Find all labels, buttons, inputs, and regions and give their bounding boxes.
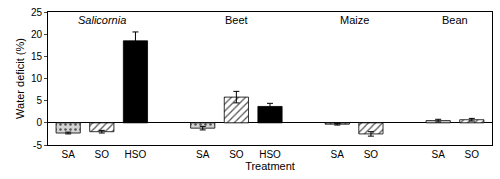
svg-text:20: 20 xyxy=(31,29,43,40)
svg-text:SA: SA xyxy=(432,149,446,160)
svg-text:Maize: Maize xyxy=(340,14,369,26)
svg-text:10: 10 xyxy=(31,73,43,84)
svg-text:SO: SO xyxy=(364,149,379,160)
svg-text:SA: SA xyxy=(196,149,210,160)
svg-text:-5: -5 xyxy=(33,140,42,151)
svg-text:HSO: HSO xyxy=(125,149,147,160)
svg-text:Salicornia: Salicornia xyxy=(78,14,126,26)
svg-text:15: 15 xyxy=(31,51,43,62)
svg-text:SO: SO xyxy=(465,149,480,160)
svg-text:Bean: Bean xyxy=(442,14,468,26)
svg-text:SO: SO xyxy=(95,149,110,160)
svg-text:Beet: Beet xyxy=(225,14,248,26)
svg-text:Water deficit (%): Water deficit (%) xyxy=(14,38,26,119)
svg-text:SA: SA xyxy=(331,149,345,160)
svg-text:25: 25 xyxy=(31,7,43,18)
svg-text:SO: SO xyxy=(229,149,244,160)
svg-text:5: 5 xyxy=(36,95,42,106)
svg-text:Treatment: Treatment xyxy=(245,160,295,172)
svg-text:HSO: HSO xyxy=(259,149,281,160)
svg-text:0: 0 xyxy=(36,117,42,128)
svg-text:SA: SA xyxy=(62,149,76,160)
